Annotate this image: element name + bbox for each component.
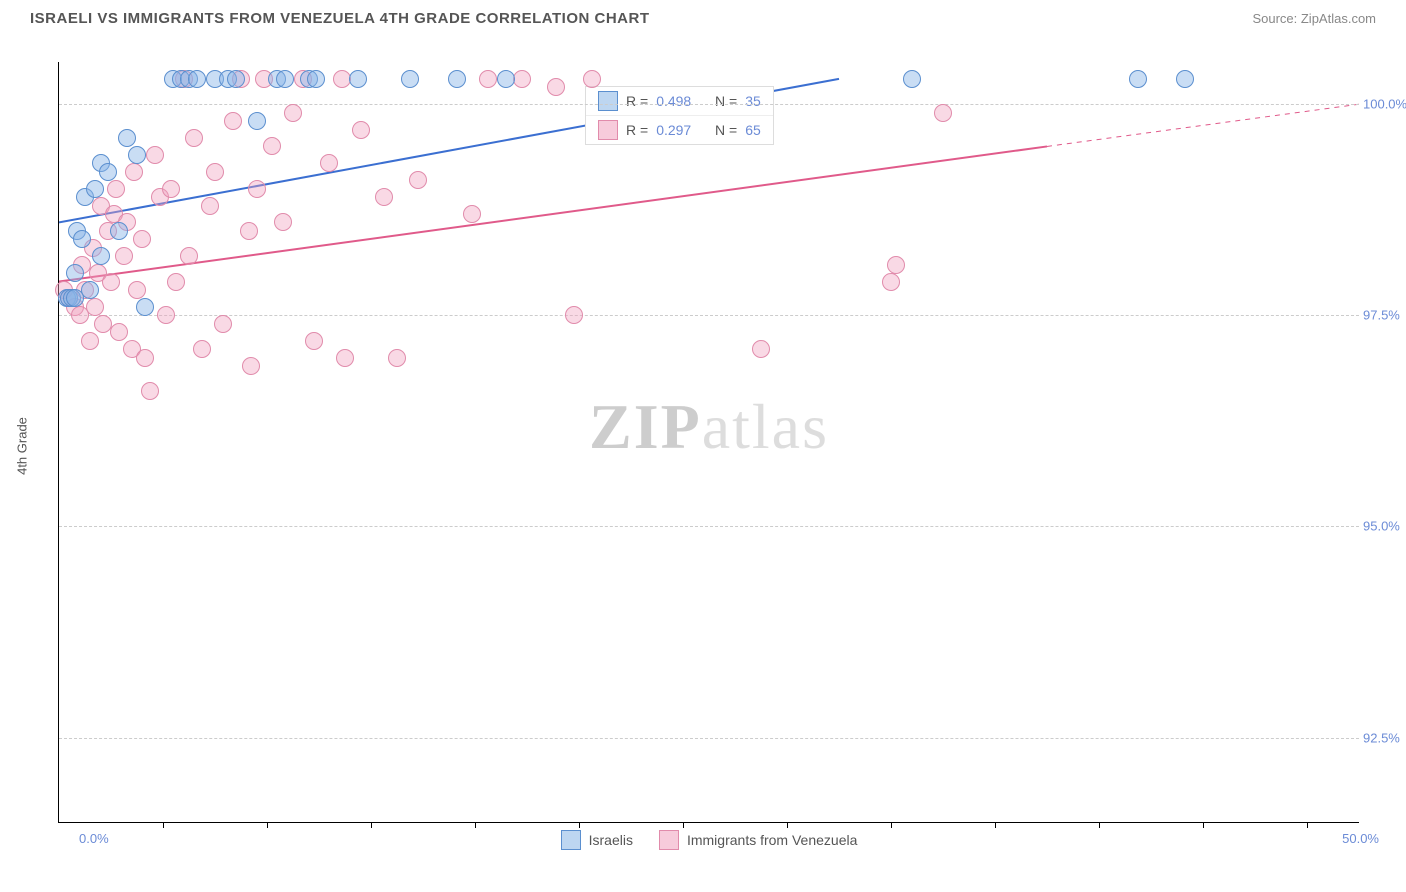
data-point bbox=[128, 146, 146, 164]
data-point bbox=[349, 70, 367, 88]
data-point bbox=[463, 205, 481, 223]
data-point bbox=[146, 146, 164, 164]
data-point bbox=[547, 78, 565, 96]
data-point bbox=[227, 70, 245, 88]
swatch-blue-icon bbox=[598, 91, 618, 111]
data-point bbox=[320, 154, 338, 172]
y-tick-label: 92.5% bbox=[1363, 730, 1406, 745]
data-point bbox=[180, 247, 198, 265]
data-point bbox=[882, 273, 900, 291]
plot-area: ZIPatlas R = 0.498 N = 35 R = 0.297 N = … bbox=[58, 62, 1359, 823]
bottom-legend: Israelis Immigrants from Venezuela bbox=[59, 830, 1359, 850]
legend-item-israelis: Israelis bbox=[561, 830, 633, 850]
data-point bbox=[201, 197, 219, 215]
y-tick-label: 95.0% bbox=[1363, 519, 1406, 534]
data-point bbox=[305, 332, 323, 350]
data-point bbox=[1176, 70, 1194, 88]
data-point bbox=[141, 382, 159, 400]
data-point bbox=[242, 357, 260, 375]
data-point bbox=[136, 298, 154, 316]
data-point bbox=[66, 264, 84, 282]
legend-row-israelis: R = 0.498 N = 35 bbox=[586, 87, 773, 116]
data-point bbox=[497, 70, 515, 88]
data-point bbox=[188, 70, 206, 88]
data-point bbox=[336, 349, 354, 367]
data-point bbox=[274, 213, 292, 231]
data-point bbox=[206, 163, 224, 181]
gridline bbox=[59, 526, 1359, 527]
data-point bbox=[118, 129, 136, 147]
data-point bbox=[125, 163, 143, 181]
swatch-blue-icon bbox=[561, 830, 581, 850]
data-point bbox=[86, 298, 104, 316]
gridline bbox=[59, 738, 1359, 739]
y-tick-label: 100.0% bbox=[1363, 97, 1406, 112]
data-point bbox=[276, 70, 294, 88]
gridline bbox=[59, 104, 1359, 105]
data-point bbox=[115, 247, 133, 265]
data-point bbox=[513, 70, 531, 88]
data-point bbox=[409, 171, 427, 189]
data-point bbox=[401, 70, 419, 88]
data-point bbox=[752, 340, 770, 358]
data-point bbox=[479, 70, 497, 88]
source-label: Source: ZipAtlas.com bbox=[1252, 11, 1376, 26]
swatch-pink-icon bbox=[659, 830, 679, 850]
data-point bbox=[136, 349, 154, 367]
data-point bbox=[263, 137, 281, 155]
data-point bbox=[214, 315, 232, 333]
data-point bbox=[375, 188, 393, 206]
data-point bbox=[92, 247, 110, 265]
data-point bbox=[162, 180, 180, 198]
data-point bbox=[240, 222, 258, 240]
data-point bbox=[448, 70, 466, 88]
data-point bbox=[102, 273, 120, 291]
legend-item-immigrants: Immigrants from Venezuela bbox=[659, 830, 857, 850]
data-point bbox=[128, 281, 146, 299]
data-point bbox=[81, 281, 99, 299]
y-tick-label: 97.5% bbox=[1363, 308, 1406, 323]
data-point bbox=[934, 104, 952, 122]
data-point bbox=[887, 256, 905, 274]
data-point bbox=[284, 104, 302, 122]
data-point bbox=[903, 70, 921, 88]
data-point bbox=[133, 230, 151, 248]
data-point bbox=[157, 306, 175, 324]
data-point bbox=[107, 180, 125, 198]
gridline bbox=[59, 315, 1359, 316]
data-point bbox=[1129, 70, 1147, 88]
data-point bbox=[110, 222, 128, 240]
chart-title: ISRAELI VS IMMIGRANTS FROM VENEZUELA 4TH… bbox=[30, 10, 650, 27]
swatch-pink-icon bbox=[598, 120, 618, 140]
data-point bbox=[388, 349, 406, 367]
data-point bbox=[248, 180, 266, 198]
data-point bbox=[86, 180, 104, 198]
data-point bbox=[193, 340, 211, 358]
stats-legend: R = 0.498 N = 35 R = 0.297 N = 65 bbox=[585, 86, 774, 145]
data-point bbox=[224, 112, 242, 130]
chart-container: 4th Grade ZIPatlas R = 0.498 N = 35 R = … bbox=[30, 38, 1380, 853]
data-point bbox=[565, 306, 583, 324]
data-point bbox=[307, 70, 325, 88]
data-point bbox=[99, 163, 117, 181]
data-point bbox=[110, 323, 128, 341]
data-point bbox=[352, 121, 370, 139]
y-axis-label: 4th Grade bbox=[15, 417, 30, 475]
trend-lines bbox=[59, 62, 1359, 822]
data-point bbox=[73, 230, 91, 248]
data-point bbox=[583, 70, 601, 88]
data-point bbox=[167, 273, 185, 291]
legend-row-immigrants: R = 0.297 N = 65 bbox=[586, 116, 773, 144]
data-point bbox=[248, 112, 266, 130]
data-point bbox=[185, 129, 203, 147]
data-point bbox=[81, 332, 99, 350]
